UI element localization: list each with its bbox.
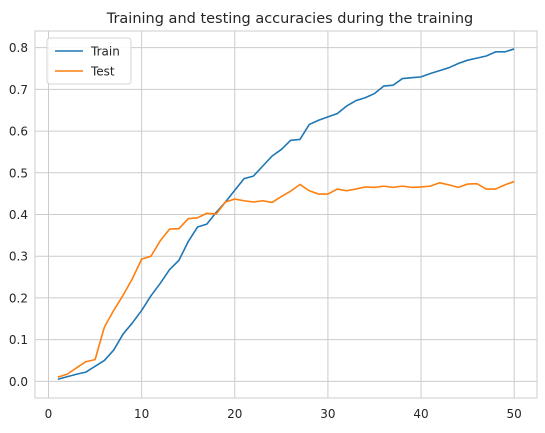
x-tick-label: 10 xyxy=(134,407,149,421)
data-series xyxy=(57,48,515,381)
series-line-train xyxy=(57,48,515,381)
x-tick-label: 20 xyxy=(227,407,242,421)
legend-label-train: Train xyxy=(90,45,120,59)
y-tick-label: 0.6 xyxy=(9,125,28,139)
legend-label-test: Test xyxy=(90,65,115,79)
grid-lines xyxy=(34,30,538,399)
y-tick-label: 0.5 xyxy=(9,166,28,180)
y-tick-label: 0.1 xyxy=(9,333,28,347)
y-tick-label: 0.4 xyxy=(9,208,28,222)
y-tick-label: 0.3 xyxy=(9,250,28,264)
tick-labels: 0 10 20 30 40 50 0.0 0.1 0.2 0.3 0.4 0.5 0.6 0.7 0.8 xyxy=(9,41,522,421)
y-tick-label: 0.2 xyxy=(9,291,28,305)
plot-frame xyxy=(34,30,538,399)
chart-title: Training and testing accuracies during t… xyxy=(106,11,474,27)
series-line-test xyxy=(57,180,515,378)
y-tick-label: 0.0 xyxy=(9,375,28,389)
x-tick-label: 50 xyxy=(507,407,522,421)
legend-box xyxy=(46,37,132,85)
y-tick-label: 0.7 xyxy=(9,83,28,97)
y-tick-label: 0.8 xyxy=(9,41,28,55)
x-tick-label: 30 xyxy=(320,407,335,421)
x-tick-label: 40 xyxy=(413,407,428,421)
legend: Train Test xyxy=(46,37,132,85)
x-tick-label: 0 xyxy=(45,407,53,421)
